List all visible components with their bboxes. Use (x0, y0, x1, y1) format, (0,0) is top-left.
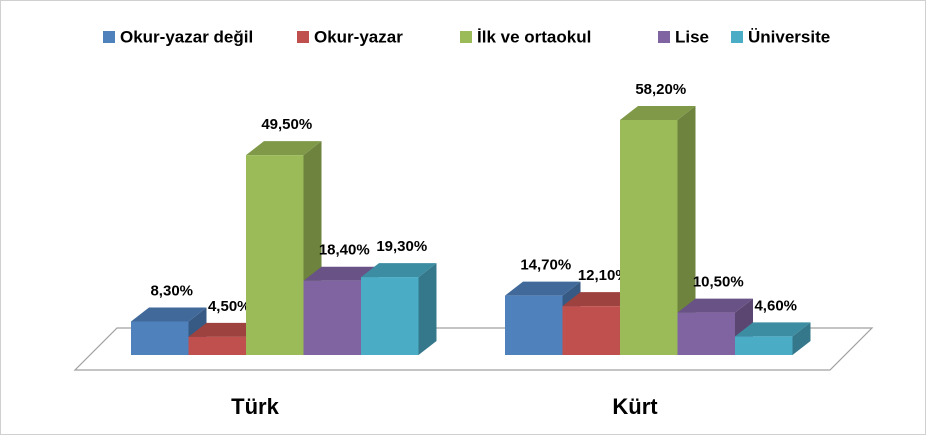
bar-side (792, 322, 811, 355)
bar (188, 336, 246, 355)
bar-top (562, 292, 638, 307)
legend-label: İlk ve ortaokul (477, 27, 591, 46)
bar (303, 280, 361, 355)
bar-top (361, 263, 437, 278)
legend-label: Üniversite (748, 27, 830, 46)
bar (677, 312, 735, 355)
bar (505, 295, 563, 355)
data-label: 12,10% (578, 267, 629, 284)
legend-label: Okur-yazar değil (120, 27, 253, 46)
data-label: 8,30% (150, 282, 193, 299)
legend-label: Lise (675, 27, 709, 46)
bar-top (246, 141, 322, 156)
bar-top (188, 322, 264, 337)
bar-side (418, 263, 437, 355)
legend-swatch (731, 31, 743, 43)
bar-top (620, 106, 696, 120)
data-label: 4,50% (208, 298, 251, 315)
legend-swatch (460, 31, 472, 43)
bar (620, 120, 678, 355)
bar (131, 321, 189, 355)
bar-top (735, 322, 811, 337)
bar-top (505, 281, 581, 296)
bar-side (677, 106, 696, 355)
bar-top (303, 266, 379, 281)
bar-top (131, 307, 207, 322)
category-label: Türk (231, 394, 279, 419)
data-label: 18,40% (319, 242, 370, 259)
data-label: 10,50% (693, 274, 744, 291)
data-label: 19,30% (376, 238, 427, 255)
bar (735, 336, 793, 355)
category-label: Kürt (612, 394, 658, 419)
legend-swatch (658, 31, 670, 43)
data-label: 14,70% (520, 257, 571, 274)
bar (562, 306, 620, 355)
legend-swatch (297, 31, 309, 43)
legend-label: Okur-yazar (314, 27, 403, 46)
bar (361, 277, 419, 355)
bar-top (677, 298, 753, 313)
data-label: 4,60% (754, 297, 797, 314)
data-label: 49,50% (261, 116, 312, 133)
legend-swatch (103, 31, 115, 43)
bar (246, 155, 304, 355)
data-label: 58,20% (635, 81, 686, 98)
